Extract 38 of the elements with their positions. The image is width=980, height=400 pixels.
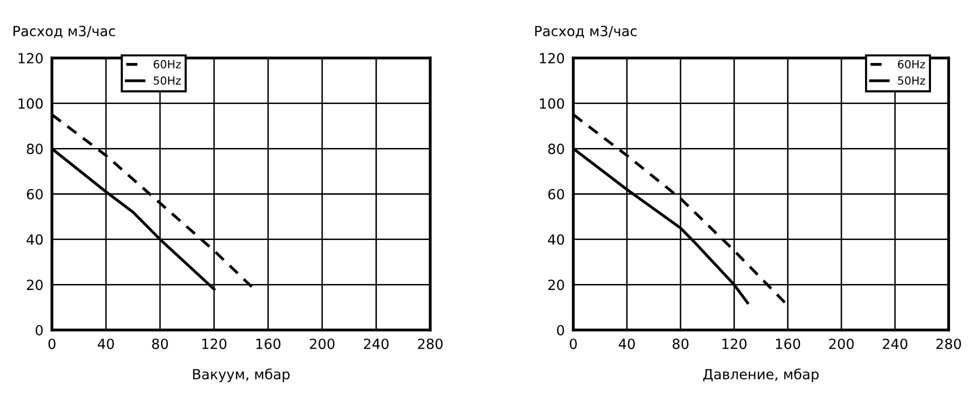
y-tick-label: 80 (548, 144, 564, 154)
x-tick-label: 120 (722, 338, 746, 350)
y-tick-label: 120 (18, 52, 43, 64)
x-tick-label: 160 (776, 338, 800, 350)
x-tick-label: 280 (936, 338, 961, 350)
x-tick-label: 80 (152, 338, 168, 350)
x-tick-label: 280 (418, 338, 443, 350)
x-tick-label: 0 (48, 338, 56, 350)
x-tick-label: 200 (310, 338, 334, 350)
legend-label: 60Hz (898, 60, 926, 68)
x-axis-title: Давление, мбар (703, 368, 819, 382)
x-tick-label: 200 (829, 338, 854, 350)
x-tick-label: 40 (98, 338, 114, 350)
x-tick-label: 0 (570, 338, 577, 350)
y-axis-title: Расход м3/час (14, 26, 115, 38)
x-tick-label: 160 (256, 338, 280, 350)
y-tick-label: 20 (548, 280, 564, 290)
y-tick-label: 60 (26, 188, 43, 200)
x-axis-title: Вакуум, мбар (193, 368, 290, 382)
x-tick-label: 120 (202, 338, 226, 350)
y-tick-label: 60 (548, 188, 564, 200)
y-tick-label: 20 (26, 280, 43, 290)
legend-label: 60Hz (154, 60, 181, 68)
y-tick-label: 40 (26, 234, 43, 245)
y-axis-title: Расход м3/час (535, 26, 637, 38)
y-tick-label: 120 (540, 52, 564, 64)
y-tick-label: 100 (18, 98, 43, 109)
y-tick-label: 0 (557, 324, 564, 336)
legend-label: 50Hz (898, 76, 926, 85)
x-tick-label: 240 (882, 338, 908, 350)
x-tick-label: 240 (364, 338, 389, 350)
y-tick-label: 80 (26, 144, 43, 154)
y-tick-label: 40 (548, 234, 564, 245)
legend-label: 50Hz (154, 76, 181, 85)
x-tick-label: 40 (618, 338, 635, 350)
y-tick-label: 100 (540, 98, 564, 109)
x-tick-label: 80 (672, 338, 688, 350)
y-tick-label: 0 (36, 324, 43, 336)
